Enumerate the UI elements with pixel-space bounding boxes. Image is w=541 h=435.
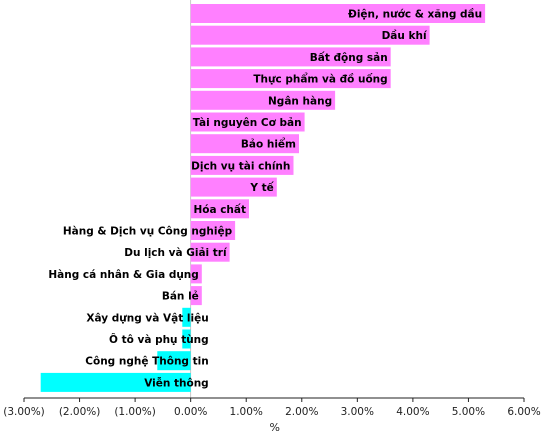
bar-label-3: Thực phẩm và đồ uống <box>253 73 387 86</box>
bar-0 <box>190 4 486 23</box>
bar-labels-group: Điện, nước & xăng dầu Dầu khí Bất động sản… <box>48 9 482 390</box>
bar-label-11: Du lịch và Giải trí <box>124 247 228 259</box>
bar-7 <box>190 155 294 175</box>
bar-label-15: Ô tô và phụ tùng <box>109 333 209 346</box>
x-tick-label-1: (2.00%) <box>59 406 101 418</box>
x-tick-label-3: 0.00% <box>174 406 207 418</box>
bar-label-9: Hóa chất <box>193 203 246 216</box>
bar-8 <box>190 177 277 197</box>
bar-label-5: Tài nguyên Cơ bản <box>193 117 302 129</box>
x-tick-label-7: 4.00% <box>396 406 429 418</box>
bar-1 <box>190 25 430 45</box>
bar-label-17: Viễn thông <box>144 376 209 389</box>
x-tick-label-2: (1.00%) <box>114 406 156 418</box>
bar-4 <box>190 90 336 110</box>
bar-label-8: Y tế <box>249 181 274 194</box>
bar-label-1: Dầu khí <box>382 30 428 42</box>
bar-15 <box>182 329 191 349</box>
bar-6 <box>190 134 299 154</box>
x-tick-label-4: 1.00% <box>230 406 263 418</box>
bar-label-4: Ngân hàng <box>268 95 332 107</box>
bars-group <box>40 0 486 398</box>
bar-label-13: Bán lẻ <box>162 291 199 303</box>
bar-11 <box>190 242 230 262</box>
bar-14 <box>182 307 191 327</box>
x-axis-title: % <box>269 421 279 434</box>
x-tick-label-6: 3.00% <box>341 406 374 418</box>
x-tick-label-0: (3.00%) <box>3 406 45 418</box>
bar-label-10: Hàng & Dịch vụ Công nghiệp <box>63 226 233 238</box>
bar-2 <box>190 47 391 67</box>
bar-9 <box>190 199 249 219</box>
bar-16 <box>157 351 191 371</box>
bar-13 <box>190 286 202 306</box>
x-ticks-group: (3.00%) (2.00%) (1.00%) 0.00% 1.00% 2.00% 3.00… <box>3 398 541 418</box>
bar-label-16: Công nghệ Thông tin <box>85 356 208 368</box>
bar-label-12: Hàng cá nhân & Gia dụng <box>48 269 198 281</box>
bar-label-7: Dịch vụ tài chính <box>191 160 290 172</box>
bar-label-0: Điện, nước & xăng dầu <box>348 9 482 21</box>
bar-12 <box>190 264 202 284</box>
x-tick-label-8: 5.00% <box>452 406 485 418</box>
x-tick-label-5: 2.00% <box>285 406 318 418</box>
bar-label-2: Bất động sản <box>310 51 388 64</box>
bar-label-6: Bảo hiểm <box>241 138 296 151</box>
bar-label-14: Xây dựng và Vật liệu <box>86 312 208 324</box>
bar-5 <box>190 112 305 132</box>
bar-17 <box>40 372 191 392</box>
x-tick-label-9: 6.00% <box>507 406 540 418</box>
bar-3 <box>190 69 391 89</box>
bar-10 <box>190 221 236 240</box>
